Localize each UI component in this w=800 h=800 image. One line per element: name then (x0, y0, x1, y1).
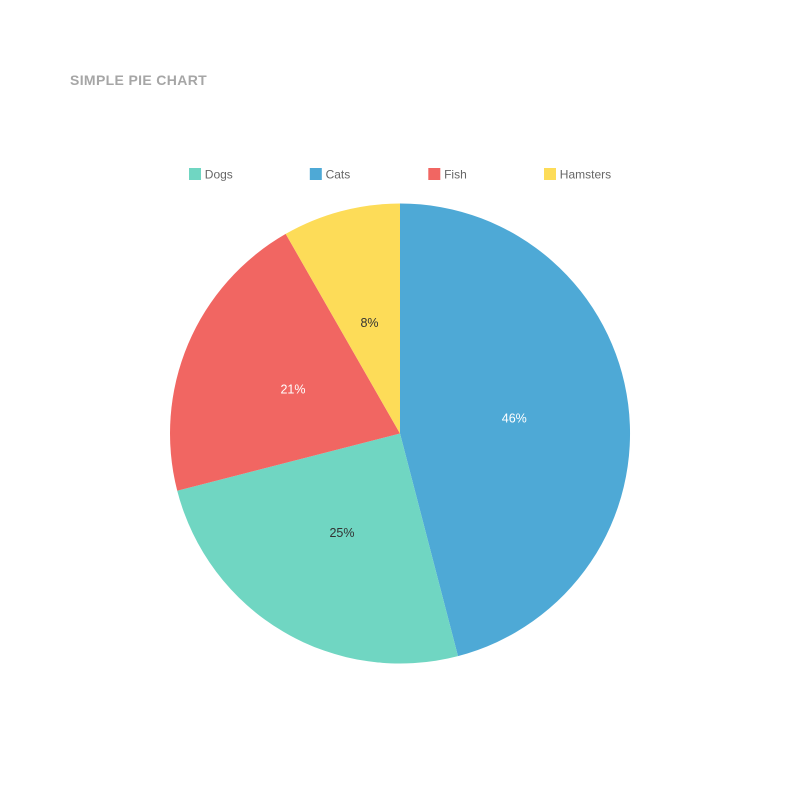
svg-text:SIMPLE PIE CHART: SIMPLE PIE CHART (70, 72, 207, 88)
svg-text:46%: 46% (502, 412, 527, 426)
svg-text:Hamsters: Hamsters (560, 167, 611, 181)
svg-text:8%: 8% (360, 316, 378, 330)
svg-text:Fish: Fish (444, 167, 467, 181)
svg-text:Cats: Cats (326, 167, 351, 181)
svg-text:25%: 25% (329, 526, 354, 540)
svg-text:Dogs: Dogs (205, 167, 233, 181)
svg-text:21%: 21% (280, 382, 305, 396)
